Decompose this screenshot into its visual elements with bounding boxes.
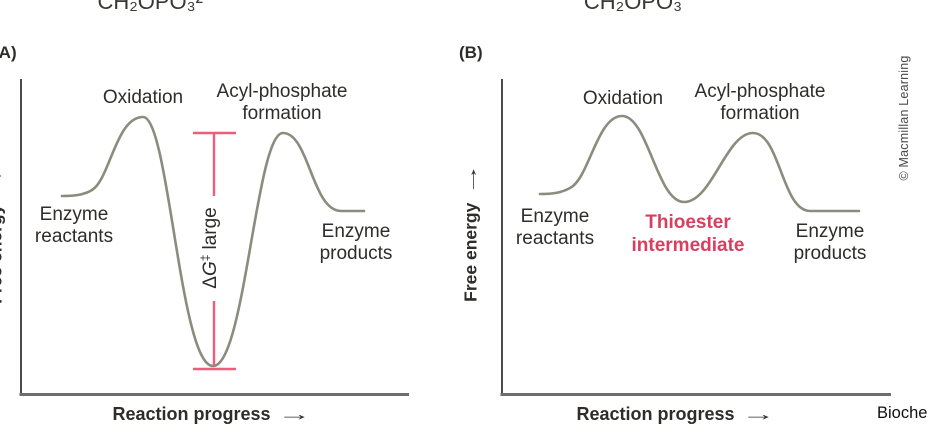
panel-a-energy-curve xyxy=(60,115,366,368)
panel-b-energy-curve xyxy=(538,114,861,213)
panel-a-enzyme-products-label: Enzyme products xyxy=(319,221,393,264)
double-dagger-icon: ‡ xyxy=(197,254,212,262)
right-arrow-icon: → xyxy=(741,404,776,424)
panel-a-x-axis-title: Reaction progress → xyxy=(112,404,312,424)
right-arrow-icon: → xyxy=(277,404,312,424)
panel-b-oxidation-label: Oxidation xyxy=(582,88,664,109)
panel-b-enzyme-reactants-label: Enzyme reactants xyxy=(515,206,595,249)
panel-a-enzyme-reactants-label: Enzyme reactants xyxy=(34,204,114,247)
formula-right: CH₂OPO₃ xyxy=(583,0,683,14)
formula-left: CH₂OPO₃²⁻ xyxy=(97,0,215,14)
panel-b-label: (B) xyxy=(459,43,483,62)
up-arrow-icon: → xyxy=(460,162,481,196)
page-text-fragment: Bioche xyxy=(877,404,928,422)
panel-b-x-axis-title: Reaction progress → xyxy=(576,404,776,424)
up-arrow-icon: → xyxy=(0,164,7,197)
panel-a-oxidation-label: Oxidation xyxy=(102,87,184,108)
thioester-intermediate-label: Thioester intermediate xyxy=(631,212,745,256)
panel-b-acyl-phosphate-label: Acyl-phosphate formation xyxy=(694,81,826,124)
panel-b-enzyme-products-label: Enzyme products xyxy=(793,221,867,264)
panel-a-label: (A) xyxy=(0,43,17,62)
panel-a-acyl-phosphate-label: Acyl-phosphate formation xyxy=(216,81,348,124)
